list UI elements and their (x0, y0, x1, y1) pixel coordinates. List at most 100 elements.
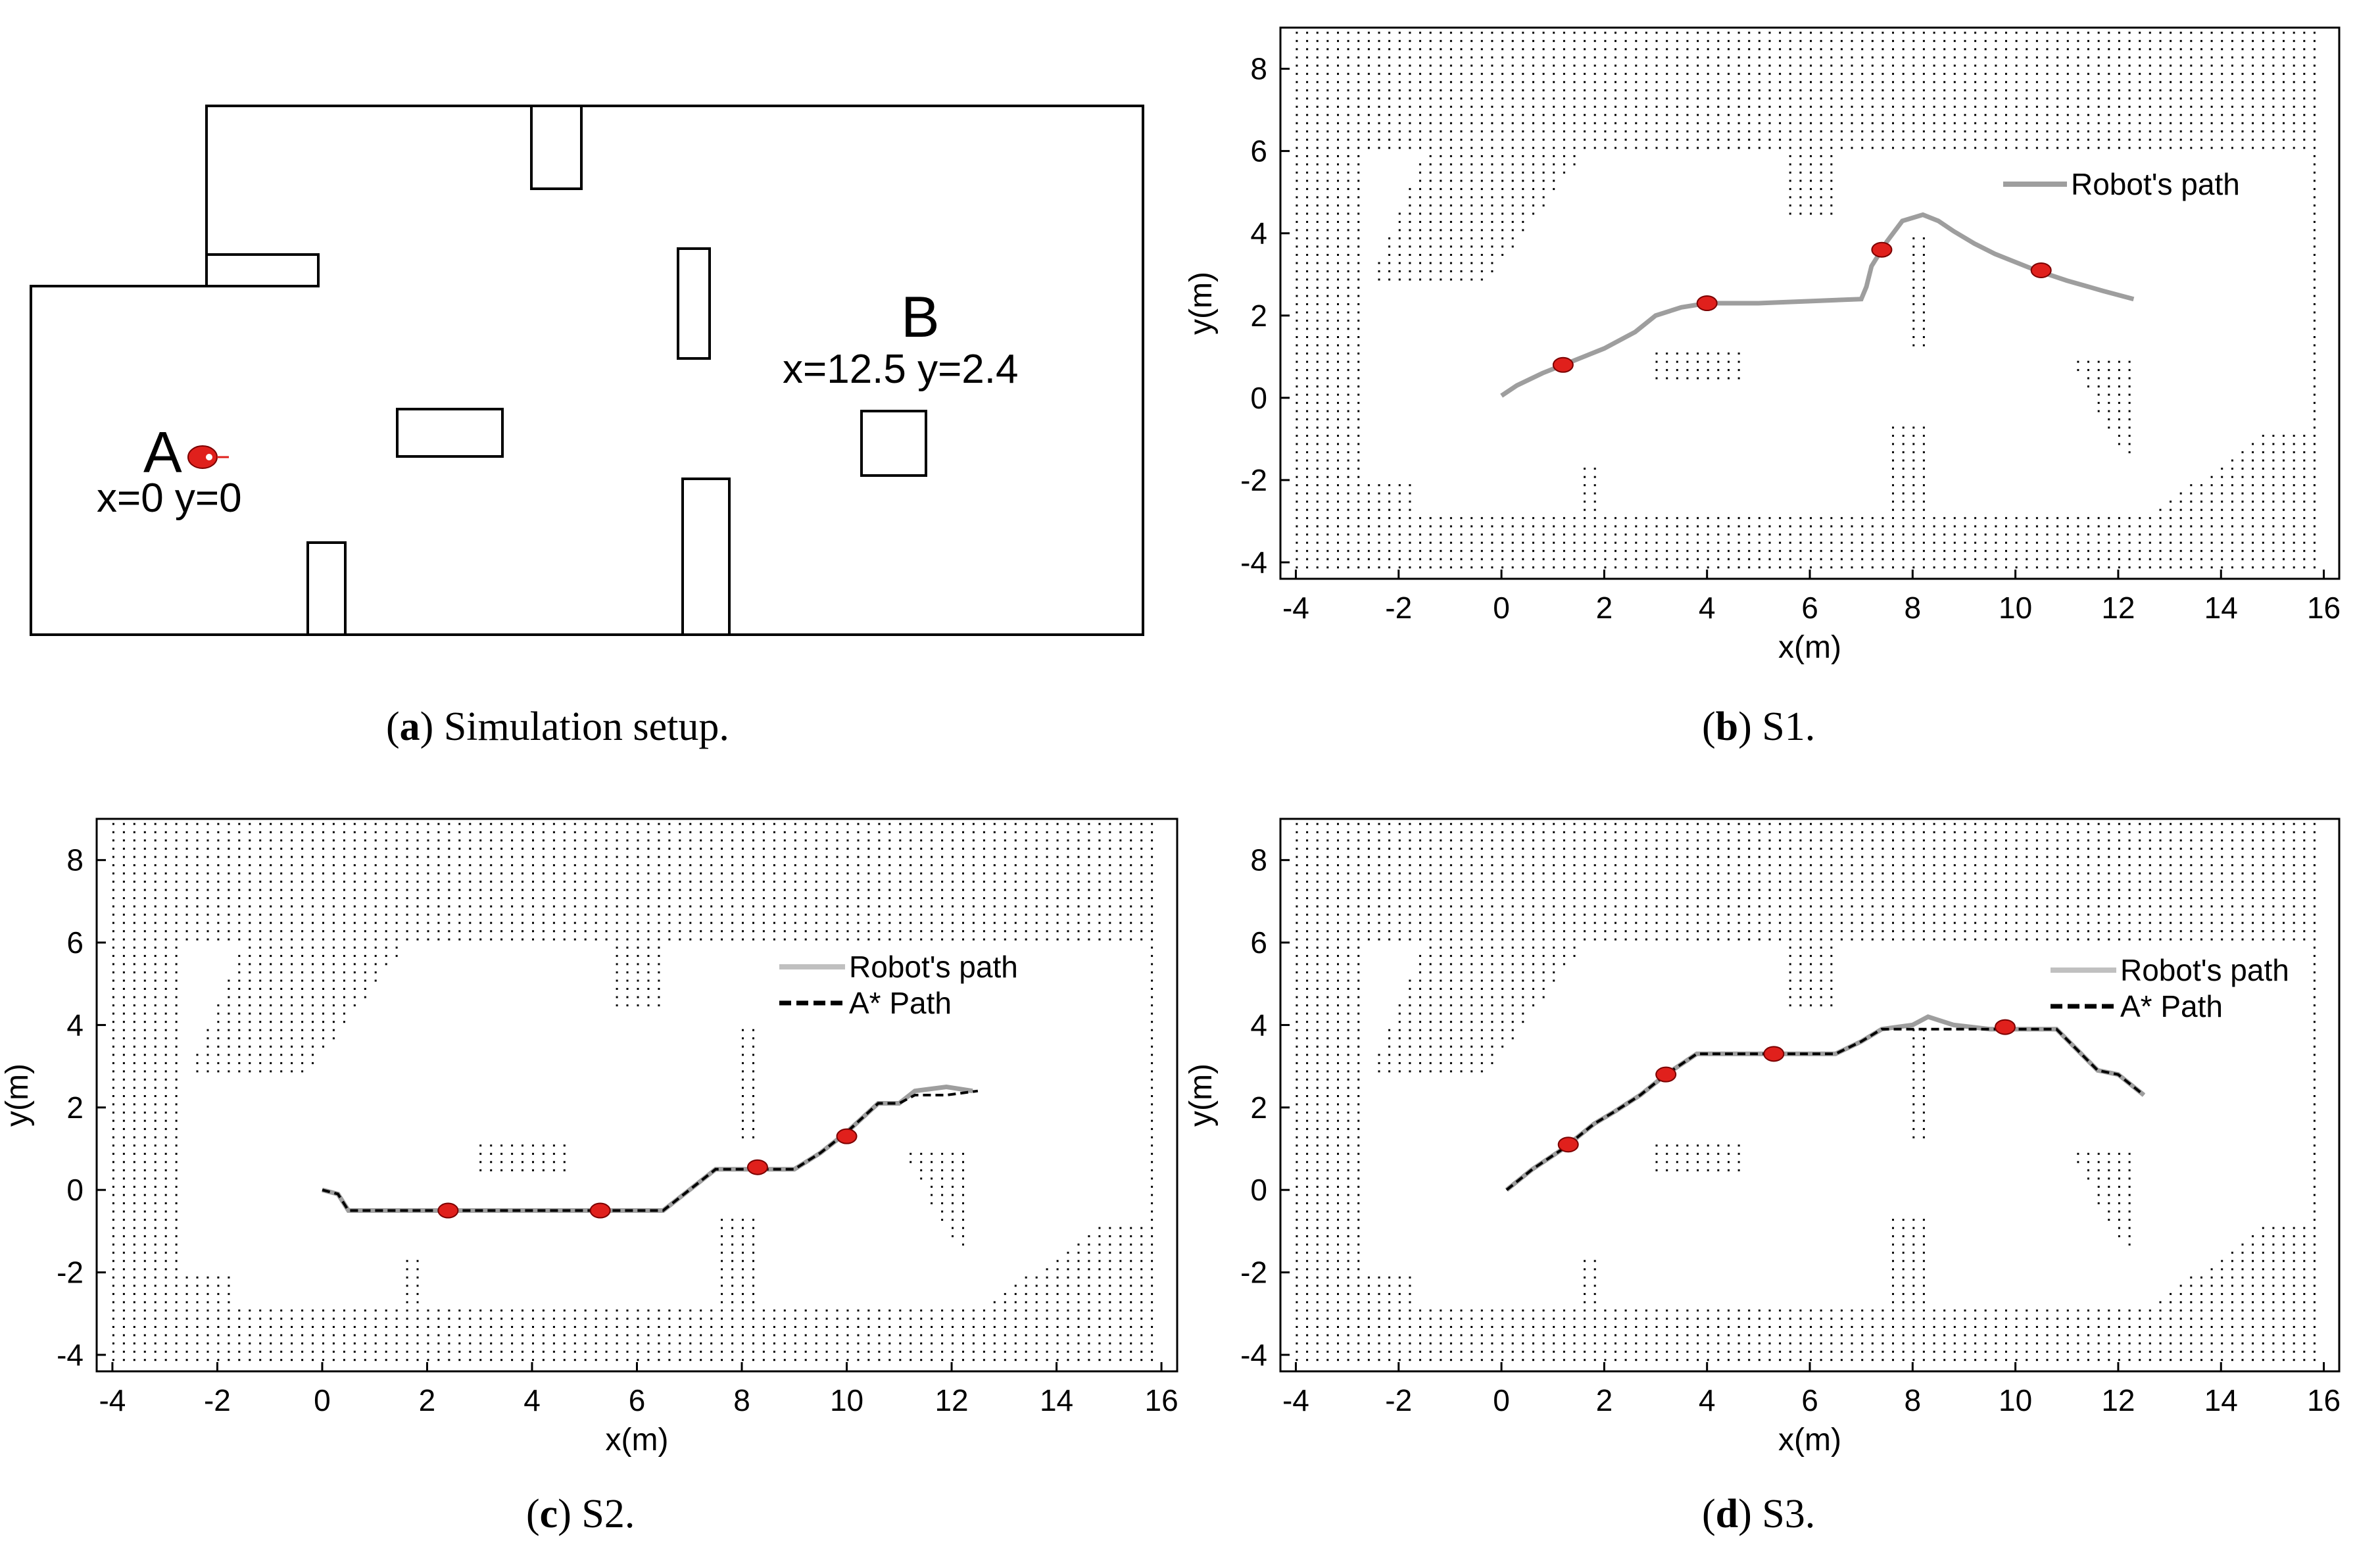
legend-label: Robot's path (849, 950, 1018, 984)
x-tick-label: 8 (733, 1383, 750, 1417)
x-tick-label: 12 (2101, 591, 2135, 625)
caption-b-letter: b (1716, 704, 1738, 749)
y-tick-label: -2 (1240, 463, 1267, 497)
y-tick-label: 2 (66, 1090, 84, 1125)
series-robot-path (1500, 212, 2135, 398)
x-tick-label: 4 (1699, 591, 1716, 625)
obstacle-box (860, 410, 927, 477)
robot-marker (437, 1202, 459, 1219)
point-a-label: A (143, 420, 182, 485)
obstacle-bottom-left-post (306, 541, 347, 636)
occupancy-grid (1296, 32, 2316, 569)
x-tick-label: 2 (1596, 1383, 1613, 1417)
x-tick-label: 14 (2204, 1383, 2238, 1417)
y-tick-label: 0 (66, 1173, 84, 1207)
x-axis-label: x(m) (1778, 1423, 1841, 1457)
y-tick-label: 0 (1250, 381, 1267, 415)
y-tick-label: -2 (1240, 1256, 1267, 1290)
y-axis-label: y(m) (0, 1064, 35, 1127)
x-axis-label: x(m) (606, 1423, 669, 1457)
y-tick-label: -4 (1240, 1338, 1267, 1372)
legend-label: A* Path (849, 986, 952, 1020)
panel-a-setup: A x=0 y=0 B x=12.5 y=2.4 (30, 105, 1144, 636)
x-tick-label: 10 (1999, 1383, 2032, 1417)
x-tick-label: 6 (1801, 591, 1818, 625)
x-tick-label: -2 (1385, 591, 1412, 625)
x-tick-label: 0 (1493, 1383, 1510, 1417)
robot-icon (187, 445, 229, 469)
x-tick-label: 16 (1144, 1383, 1178, 1417)
x-tick-label: 6 (629, 1383, 646, 1417)
x-tick-label: 4 (1699, 1383, 1716, 1417)
y-axis-label: y(m) (1184, 1064, 1219, 1127)
robot-marker (1655, 1066, 1677, 1083)
legend: Robot's path (2003, 167, 2240, 201)
caption-c: (c) S2. (526, 1492, 635, 1536)
caption-a-text: Simulation setup. (444, 704, 729, 749)
chart-s3: -4 -2 0 2 4 6 8 10 12 14 16 -4 -2 0 2 4 6 8 x(m) y(m) Robot'… (1184, 818, 2341, 1457)
x-tick-label: -2 (1385, 1383, 1412, 1417)
obstacle-bottom-wall (681, 478, 731, 636)
x-tick-label: 0 (1493, 591, 1510, 625)
robot-marker (589, 1202, 611, 1219)
x-tick-label: -4 (99, 1383, 126, 1417)
plot-frame (95, 818, 1178, 1373)
y-tick-label: 2 (1250, 1090, 1267, 1125)
caption-c-text: S2. (581, 1492, 635, 1536)
y-tick-label: -4 (57, 1338, 84, 1372)
x-tick-label: 8 (1905, 591, 1922, 625)
x-tick-label: 2 (1596, 591, 1613, 625)
caption-a: (a) Simulation setup. (386, 704, 729, 749)
series-astar-path (1505, 1027, 2145, 1191)
robot-marker (746, 1159, 768, 1175)
y-axis-label: y(m) (1184, 272, 1219, 335)
x-tick-label: -4 (1282, 1383, 1309, 1417)
series-robot-path (322, 1084, 973, 1213)
x-tick-label: 12 (2101, 1383, 2135, 1417)
y-tick-label: 4 (66, 1008, 84, 1042)
caption-c-letter: c (540, 1492, 558, 1536)
x-tick-label: 14 (2204, 591, 2238, 625)
caption-d: (d) S3. (1702, 1492, 1815, 1536)
x-axis-label: x(m) (1778, 630, 1841, 665)
robot-marker (2030, 262, 2052, 278)
svg-text:(d) S3.: (d) S3. (1702, 1492, 1815, 1536)
chart-s1: -4 -2 0 2 4 6 8 10 12 14 16 -4 -2 0 2 4 6 8 x(m) y(m) Robot'… (1184, 26, 2341, 665)
point-a-coords: x=0 y=0 (97, 476, 242, 521)
obstacle-table (396, 408, 504, 458)
occupancy-grid (112, 823, 1154, 1361)
y-tick-label: -4 (1240, 545, 1267, 579)
y-tick-label: 4 (1250, 216, 1267, 251)
x-tick-label: 14 (1040, 1383, 1073, 1417)
robot-marker (836, 1128, 858, 1144)
legend-label: Robot's path (2071, 167, 2240, 201)
x-tick-label: 10 (830, 1383, 863, 1417)
y-tick-label: 6 (1250, 134, 1267, 168)
y-tick-label: 4 (1250, 1008, 1267, 1042)
caption-d-letter: d (1716, 1492, 1738, 1536)
svg-text:(a) Simulation setup.: (a) Simulation setup. (386, 704, 729, 749)
series-robot-path (1505, 1014, 2146, 1192)
y-tick-label: 0 (1250, 1173, 1267, 1207)
y-tick-label: 6 (1250, 925, 1267, 960)
obstacle-center-pillar (677, 247, 711, 360)
svg-text:(c) S2.: (c) S2. (526, 1492, 635, 1536)
obstacle-left-shelf (205, 253, 320, 287)
y-tick-label: 8 (1250, 843, 1267, 877)
robot-marker (1696, 295, 1718, 311)
x-tick-label: 12 (935, 1383, 968, 1417)
caption-b: (b) S1. (1702, 704, 1815, 749)
x-tick-label: -2 (204, 1383, 231, 1417)
robot-marker (1552, 356, 1574, 373)
robot-marker (1557, 1137, 1579, 1153)
caption-b-text: S1. (1762, 704, 1815, 749)
caption-a-letter: a (400, 704, 420, 749)
robot-marker (1994, 1019, 2016, 1035)
x-tick-label: 0 (314, 1383, 331, 1417)
y-tick-label: 8 (66, 843, 84, 877)
x-tick-label: 8 (1905, 1383, 1922, 1417)
svg-text:(b) S1.: (b) S1. (1702, 704, 1815, 749)
x-tick-label: 10 (1999, 591, 2032, 625)
